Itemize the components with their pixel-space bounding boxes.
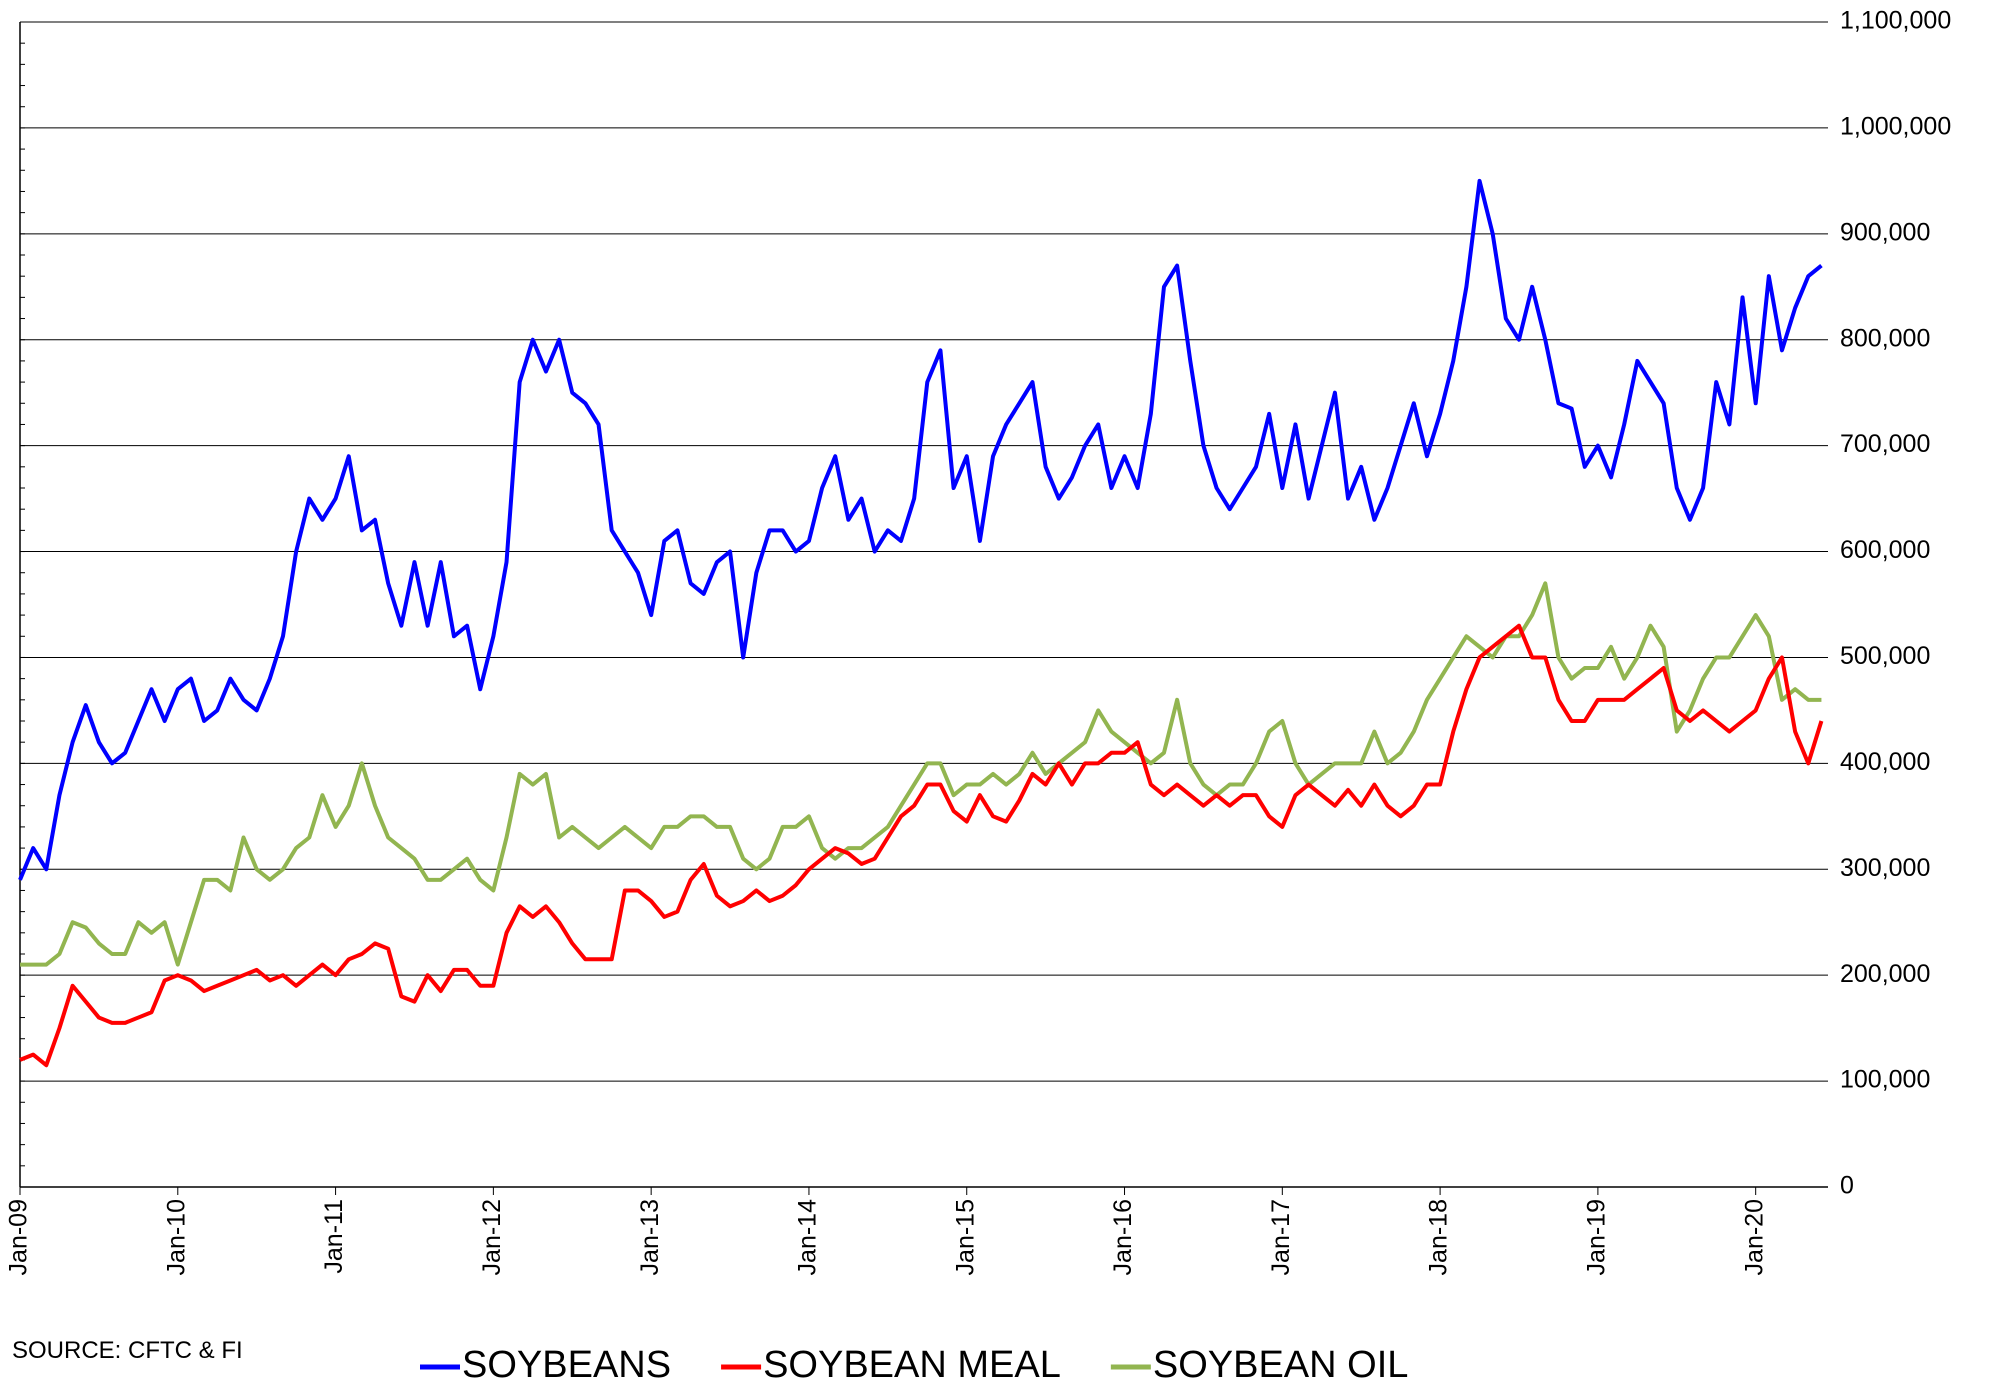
- x-tick-label: Jan-13: [636, 1199, 664, 1275]
- x-tick-label: Jan-15: [951, 1199, 979, 1275]
- source-note: SOURCE: CFTC & FI: [12, 1337, 243, 1364]
- x-tick-label: Jan-17: [1267, 1199, 1295, 1275]
- x-tick-label: Jan-19: [1583, 1199, 1611, 1275]
- x-tick-label: Jan-09: [5, 1199, 33, 1275]
- y-tick-label: 900,000: [1840, 218, 1930, 246]
- y-tick-label: 100,000: [1840, 1066, 1930, 1094]
- legend: SOYBEANS SOYBEAN MEAL SOYBEAN OIL: [420, 1344, 1408, 1383]
- legend-label: SOYBEANS: [462, 1344, 671, 1383]
- x-tick-label: Jan-14: [794, 1199, 822, 1276]
- series-line: [20, 581, 1822, 967]
- x-tick-label: Jan-20: [1740, 1199, 1768, 1275]
- y-tick-label: 500,000: [1840, 642, 1930, 670]
- y-tick-label: 300,000: [1840, 854, 1930, 882]
- x-tick-label: Jan-12: [478, 1199, 506, 1275]
- x-tick-label: Jan-11: [320, 1199, 348, 1274]
- series-line: [18, 178, 1823, 881]
- y-tick-label: 200,000: [1840, 960, 1930, 988]
- y-tick-label: 800,000: [1840, 324, 1930, 352]
- y-tick-label: 400,000: [1840, 748, 1930, 776]
- y-tick-label: 700,000: [1840, 430, 1930, 458]
- y-tick-label: 0: [1840, 1172, 1854, 1200]
- x-tick-label: Jan-16: [1109, 1199, 1137, 1275]
- x-tick-label: Jan-18: [1425, 1199, 1453, 1275]
- legend-label: SOYBEAN OIL: [1153, 1344, 1409, 1383]
- x-tick-label: Jan-10: [162, 1199, 190, 1275]
- legend-label: SOYBEAN MEAL: [763, 1344, 1061, 1383]
- y-tick-label: 1,100,000: [1840, 7, 1951, 35]
- series-line: [19, 623, 1824, 1068]
- y-tick-label: 600,000: [1840, 536, 1930, 564]
- y-tick-label: 1,000,000: [1840, 113, 1951, 141]
